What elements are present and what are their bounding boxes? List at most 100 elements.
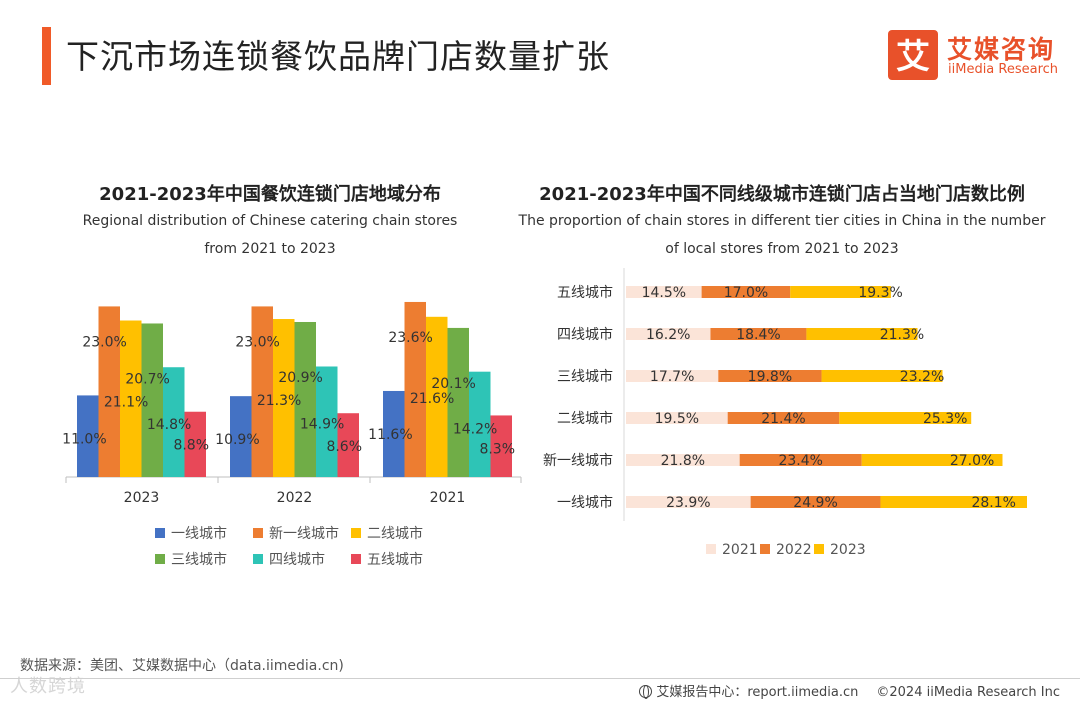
left-bar bbox=[294, 321, 316, 477]
right-bar-segment bbox=[718, 370, 822, 382]
left-bar-data-label: 20.1% bbox=[431, 376, 475, 392]
left-legend-item: 一线城市 bbox=[155, 523, 227, 543]
right-bar-data-label: 21.4% bbox=[761, 411, 805, 427]
right-bar-segment bbox=[790, 286, 891, 298]
left-bar bbox=[426, 316, 448, 477]
legend-swatch bbox=[760, 544, 770, 554]
right-bar-segment bbox=[880, 496, 1027, 508]
left-chart-category-label: 2022 bbox=[277, 490, 313, 506]
left-bar-data-label: 11.0% bbox=[62, 431, 106, 447]
logo-mark-svg: 艾 bbox=[896, 37, 930, 77]
right-chart-category-label: 新一线城市 bbox=[543, 452, 613, 469]
right-bar-data-label: 23.4% bbox=[778, 453, 822, 469]
right-chart-category-label: 一线城市 bbox=[557, 494, 613, 511]
right-chart-title: 2021-2023年中国不同线级城市连锁门店占当地门店数比例 bbox=[539, 184, 1025, 205]
left-bar-data-label: 21.6% bbox=[410, 391, 454, 407]
footer-info: 艾媒报告中心：report.iimedia.cn ©2024 iiMedia Re… bbox=[639, 681, 1060, 700]
right-chart-category-label: 三线城市 bbox=[557, 368, 613, 385]
left-bar-data-label: 20.9% bbox=[278, 370, 322, 386]
logo-name-en: iiMedia Research bbox=[948, 62, 1059, 77]
right-bar-segment bbox=[626, 370, 719, 382]
right-bar-segment bbox=[821, 370, 943, 382]
left-bar-data-label: 14.9% bbox=[300, 416, 344, 432]
left-bar-data-label: 8.6% bbox=[326, 439, 362, 455]
left-chart-subtitle-line-1: Regional distribution of Chinese caterin… bbox=[82, 213, 458, 229]
right-bar-segment bbox=[727, 412, 840, 424]
left-bar bbox=[404, 301, 426, 477]
legend-label: 2022 bbox=[776, 542, 812, 558]
right-legend-item: 2021 bbox=[706, 542, 758, 558]
legend-label: 二线城市 bbox=[367, 526, 423, 542]
left-legend-item: 新一线城市 bbox=[253, 523, 339, 543]
copyright-text: ©2024 iiMedia Research Inc bbox=[876, 685, 1060, 700]
left-bar bbox=[98, 306, 120, 477]
left-bar bbox=[184, 411, 206, 477]
legend-label: 2023 bbox=[830, 542, 866, 558]
right-bar-segment bbox=[626, 454, 740, 466]
right-bar-segment bbox=[710, 328, 807, 340]
legend-label: 一线城市 bbox=[171, 526, 227, 542]
legend-label: 新一线城市 bbox=[269, 526, 339, 542]
right-bar-data-label: 28.1% bbox=[971, 495, 1015, 511]
right-chart-category-label: 四线城市 bbox=[557, 326, 613, 343]
left-bar bbox=[273, 319, 295, 477]
left-bar bbox=[230, 396, 252, 477]
right-bar-segment bbox=[626, 328, 711, 340]
right-bar-data-label: 18.4% bbox=[736, 327, 780, 343]
left-bar bbox=[316, 366, 338, 477]
legend-label: 三线城市 bbox=[171, 552, 227, 568]
right-bar-segment bbox=[750, 496, 881, 508]
legend-swatch bbox=[155, 554, 165, 564]
left-legend-item: 二线城市 bbox=[351, 523, 423, 543]
right-chart-subtitle-line-1: The proportion of chain stores in differ… bbox=[518, 213, 1046, 229]
left-legend-item: 三线城市 bbox=[155, 549, 227, 569]
legend-swatch bbox=[814, 544, 824, 554]
left-bar bbox=[469, 371, 491, 477]
left-bar-data-label: 8.3% bbox=[479, 441, 515, 457]
left-bar-data-label: 8.8% bbox=[173, 438, 209, 454]
right-bar-data-label: 23.9% bbox=[666, 495, 710, 511]
right-bar-segment bbox=[626, 496, 751, 508]
right-chart-category-label: 五线城市 bbox=[557, 284, 613, 301]
right-bar-segment bbox=[806, 328, 918, 340]
right-bar-data-label: 21.3% bbox=[880, 327, 924, 343]
right-legend-item: 2022 bbox=[760, 542, 812, 558]
left-bar-data-label: 20.7% bbox=[125, 371, 169, 387]
left-chart-category-label: 2023 bbox=[124, 490, 160, 506]
left-bar bbox=[490, 415, 512, 477]
left-bar-data-label: 11.6% bbox=[368, 427, 412, 443]
data-source-note: 数据来源：美团、艾媒数据中心（data.iimedia.cn) bbox=[20, 658, 344, 674]
left-bar-data-label: 21.1% bbox=[104, 395, 148, 411]
left-chart-subtitle: Regional distribution of Chinese caterin… bbox=[40, 207, 500, 263]
report-center-link[interactable]: 艾媒报告中心：report.iimedia.cn bbox=[656, 685, 859, 700]
left-bar-data-label: 10.9% bbox=[215, 432, 259, 448]
left-bar-data-label: 23.0% bbox=[235, 334, 279, 350]
left-bar bbox=[163, 367, 185, 477]
left-bar-chart: 11.0% 23.0% 21.1% 20.7% 14.8% 8.8% 2023 10.9% 23… bbox=[62, 301, 522, 506]
right-bar-data-label: 27.0% bbox=[950, 453, 994, 469]
left-bar-data-label: 14.2% bbox=[453, 422, 497, 438]
left-bar-data-label: 21.3% bbox=[257, 393, 301, 409]
left-legend-item: 四线城市 bbox=[253, 549, 325, 569]
left-bar-data-label: 23.6% bbox=[388, 330, 432, 346]
globe-icon bbox=[639, 685, 653, 699]
left-bar bbox=[120, 320, 142, 477]
right-bar-segment bbox=[626, 412, 728, 424]
brand-logo: 艾 艾媒咨询 iiMedia Research bbox=[888, 30, 1068, 86]
legend-label: 五线城市 bbox=[367, 552, 423, 568]
right-bar-data-label: 14.5% bbox=[642, 285, 686, 301]
left-chart-category-label: 2021 bbox=[430, 490, 466, 506]
right-bar-segment bbox=[701, 286, 791, 298]
right-bar-segment bbox=[839, 412, 972, 424]
right-bar-data-label: 16.2% bbox=[646, 327, 690, 343]
left-bar bbox=[251, 306, 273, 477]
title-accent-bar bbox=[42, 27, 51, 85]
right-bar-data-label: 17.7% bbox=[650, 369, 694, 385]
right-bar-data-label: 23.2% bbox=[900, 369, 944, 385]
watermark-text: 人数跨境 bbox=[10, 676, 86, 697]
right-bar-segment bbox=[739, 454, 862, 466]
right-legend-item: 2023 bbox=[814, 542, 866, 558]
right-chart-category-label: 二线城市 bbox=[557, 410, 613, 427]
legend-swatch bbox=[253, 554, 263, 564]
right-bar-data-label: 19.5% bbox=[655, 411, 699, 427]
